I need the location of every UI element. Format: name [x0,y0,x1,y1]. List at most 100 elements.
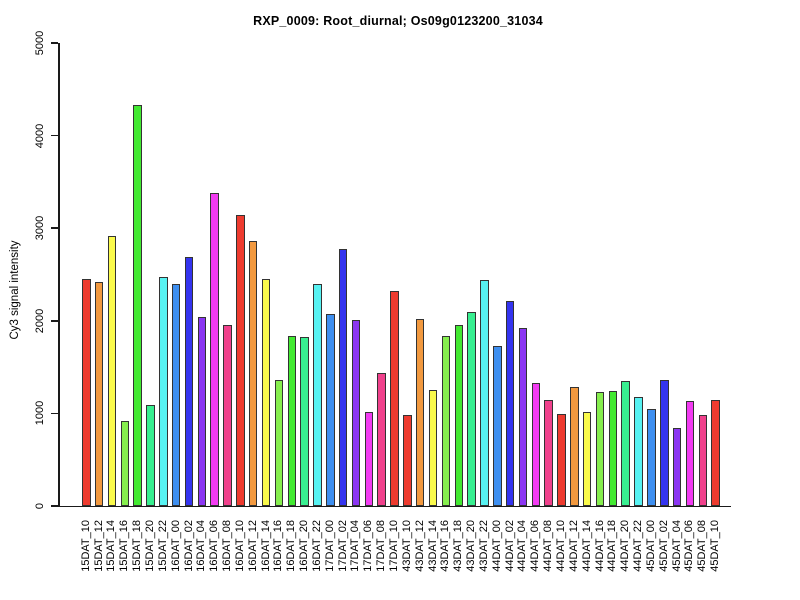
x-tick-label: 43DAT_18 [452,520,465,572]
x-tick-label: 16DAT_02 [182,520,195,572]
x-tick-label: 17DAT_08 [375,520,388,572]
bar [531,382,541,506]
x-tick-label: 44DAT_02 [503,520,516,572]
bar [711,399,720,506]
x-tick-label: 17DAT_06 [362,520,375,572]
bar [518,328,528,506]
x-tick-label: 43DAT_10 [400,520,413,572]
bar [685,401,695,506]
bar [557,414,566,506]
bar [493,345,502,506]
x-tick-label: 43DAT_16 [439,520,452,572]
y-axis-line [58,43,60,506]
bar [223,325,232,506]
bar [133,105,142,506]
x-tick-label: 45DAT_04 [670,520,683,572]
bar [274,380,284,506]
x-tick-label: 17DAT_00 [323,520,336,572]
bar [505,301,515,506]
x-tick-label: 44DAT_10 [555,520,567,572]
bar [351,319,361,506]
bar [248,241,258,506]
bar [377,372,386,506]
x-tick-label: 44DAT_04 [516,520,529,572]
y-tick [51,134,58,137]
x-tick-label: 17DAT_02 [336,520,349,572]
x-tick-label: 45DAT_00 [644,520,657,572]
bar [403,415,412,506]
x-tick-label: 16DAT_14 [259,520,272,572]
x-tick-label: 15DAT_12 [92,520,105,572]
bar [261,279,271,506]
y-tick [51,42,58,44]
x-tick-label: 16DAT_08 [221,520,234,572]
y-tick-label: 5000 [34,30,46,56]
y-tick-label: 4000 [34,123,46,148]
bar [441,335,451,506]
bar [480,280,489,506]
x-tick-label: 45DAT_06 [683,520,696,572]
x-tick-label: 16DAT_20 [298,520,311,572]
bar [159,277,168,506]
bar [621,380,630,506]
x-tick-label: 16DAT_22 [310,520,323,572]
bar [467,311,476,506]
y-tick [51,227,58,229]
y-tick [51,412,58,415]
x-tick-label: 15DAT_18 [131,520,144,572]
x-tick-label: 44DAT_16 [593,520,606,572]
y-axis-title: Cy3 signal intensity [9,240,21,340]
x-tick-label: 44DAT_20 [619,520,632,572]
bar [94,281,104,506]
bar [287,335,297,506]
x-tick-label: 44DAT_18 [606,520,619,572]
y-tick [51,505,58,507]
bar [698,415,708,506]
x-tick-label: 43DAT_14 [426,520,439,572]
x-tick-label: 16DAT_16 [272,520,285,572]
x-tick-label: 44DAT_14 [580,520,593,572]
x-tick-label: 15DAT_22 [156,520,169,572]
bar [107,235,117,506]
y-tick-label: 0 [34,502,46,510]
bar [197,317,207,506]
bar [364,412,374,506]
x-tick-label: 43DAT_22 [477,520,490,572]
bar [595,392,605,506]
bar [184,256,194,506]
x-tick-label: 15DAT_14 [105,520,118,572]
bar [608,391,618,506]
bar [634,396,643,506]
x-tick-label: 44DAT_12 [567,520,580,572]
x-tick-label: 44DAT_06 [529,520,542,572]
bar [236,215,245,506]
x-tick-label: 43DAT_20 [465,520,478,572]
bar [120,420,130,506]
bar [454,325,463,506]
x-tick-label: 16DAT_18 [285,520,298,572]
y-tick [51,320,58,322]
x-tick-label: 44DAT_22 [632,520,645,572]
chart-title: RXP_0009: Root_diurnal; Os09g0123200_310… [253,14,543,28]
x-tick-label: 16DAT_12 [246,520,259,572]
x-tick-label: 15DAT_16 [118,520,131,572]
x-tick-label: 17DAT_04 [349,520,362,572]
x-tick-label: 17DAT_10 [388,520,401,572]
bar [390,291,399,506]
x-tick-label: 16DAT_10 [233,520,246,572]
bar [415,318,425,506]
x-tick-label: 15DAT_10 [79,520,92,572]
bar [171,283,181,506]
bar [82,279,91,506]
bar [326,314,335,506]
bar [570,386,579,506]
bar [300,337,309,506]
bar [210,193,219,506]
x-tick-label: 16DAT_06 [208,520,221,572]
x-tick-label: 16DAT_04 [195,520,208,572]
x-tick-label: 43DAT_12 [413,520,426,572]
bar [338,248,348,506]
x-tick-label: 45DAT_02 [657,520,670,572]
y-tick-label: 3000 [34,215,46,241]
